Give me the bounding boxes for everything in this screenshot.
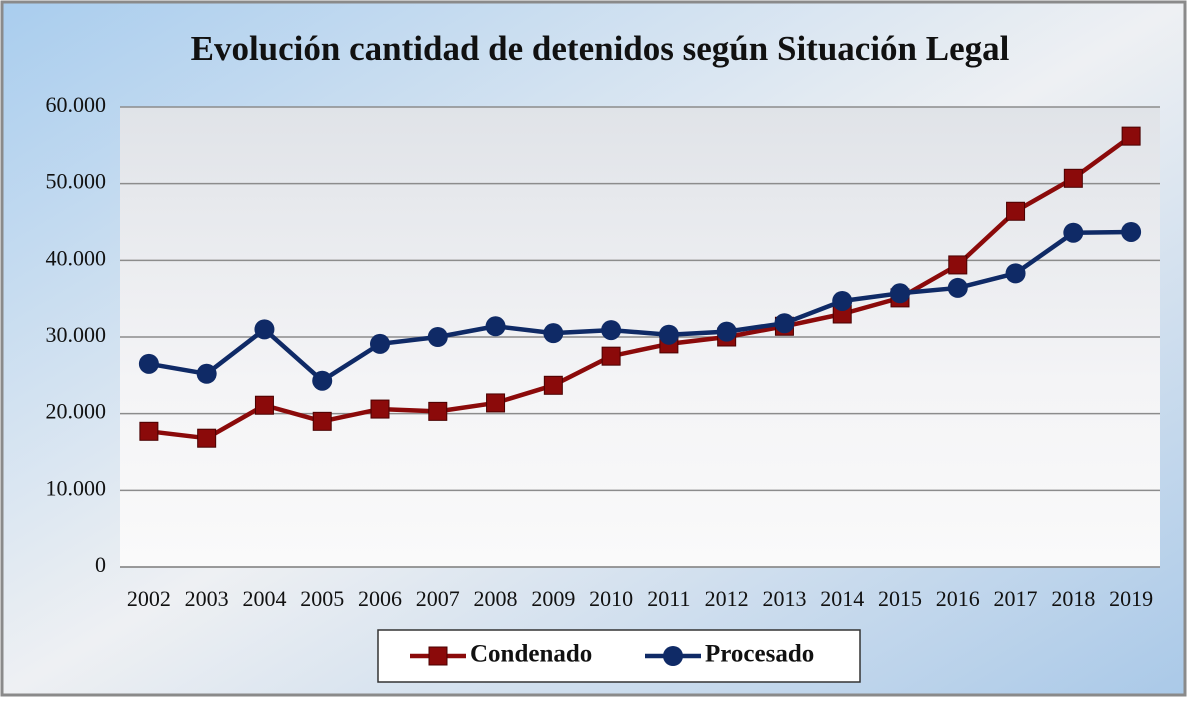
point — [543, 323, 564, 344]
point — [1005, 263, 1026, 284]
series-line — [148, 134, 1133, 441]
point — [312, 370, 333, 391]
x-tick-label: 2019 — [1109, 586, 1153, 611]
point — [485, 316, 506, 337]
y-tick-label: 0 — [95, 552, 106, 577]
y-tick-label: 40.000 — [46, 245, 107, 270]
x-tick-label: 2005 — [300, 586, 344, 611]
chart-title: Evolución cantidad de detenidos según Si… — [191, 29, 1010, 68]
x-tick-label: 2017 — [994, 586, 1038, 611]
x-tick-label: 2018 — [1051, 586, 1095, 611]
x-tick-label: 2011 — [647, 586, 690, 611]
point — [543, 375, 563, 395]
x-tick-label: 2014 — [820, 586, 864, 611]
point — [1121, 221, 1142, 242]
x-tick-label: 2013 — [762, 586, 806, 611]
legend-label: Condenado — [470, 641, 592, 668]
legend-swatch — [428, 646, 448, 666]
point — [138, 353, 159, 374]
point — [1006, 201, 1026, 221]
point — [312, 411, 332, 431]
point — [139, 421, 159, 441]
point — [370, 333, 390, 354]
x-tick-label: 2010 — [589, 586, 633, 611]
x-tick-label: 2008 — [474, 586, 518, 611]
point — [601, 320, 622, 341]
point — [370, 399, 390, 419]
point — [427, 327, 448, 347]
y-tick-label: 60.000 — [46, 92, 107, 117]
point — [601, 346, 621, 366]
y-tick-label: 30.000 — [46, 322, 107, 347]
point — [1063, 222, 1084, 243]
x-tick-label: 2002 — [127, 586, 171, 611]
x-tick-label: 2006 — [358, 586, 402, 611]
point — [774, 313, 795, 334]
x-tick-label: 2004 — [242, 586, 286, 611]
x-tick-label: 2016 — [936, 586, 980, 611]
point — [1121, 126, 1141, 146]
y-tick-label: 20.000 — [46, 399, 107, 424]
y-tick-label: 50.000 — [46, 169, 107, 194]
point — [197, 428, 217, 448]
point — [196, 363, 217, 384]
x-tick-label: 2015 — [878, 586, 922, 611]
x-tick-label: 2012 — [705, 586, 749, 611]
point — [428, 401, 448, 421]
x-tick-label: 2003 — [185, 586, 229, 611]
legend-label: Procesado — [705, 641, 814, 668]
point — [832, 290, 853, 311]
point — [890, 283, 910, 304]
legend-swatch — [663, 646, 683, 666]
x-tick-label: 2007 — [416, 586, 460, 611]
point — [716, 321, 737, 342]
y-tick-label: 10.000 — [46, 475, 107, 500]
point — [947, 277, 968, 298]
point — [948, 255, 968, 275]
point — [1063, 168, 1083, 188]
point — [486, 393, 506, 413]
point — [254, 319, 275, 340]
point — [254, 395, 274, 415]
x-tick-label: 2009 — [531, 586, 575, 611]
point — [658, 324, 679, 345]
